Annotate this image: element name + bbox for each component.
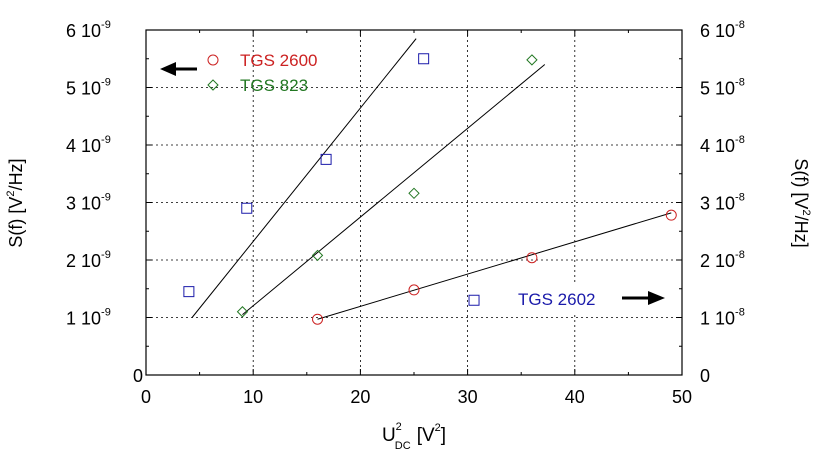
right-arrow-icon [622,291,665,305]
y-tick-label-right: 5 10-8 [700,77,745,99]
y-tick-label-right: 1 10-8 [700,307,745,329]
legend-label-tgs-2600: TGS 2600 [240,51,318,70]
y-tick-label-right: 6 10-8 [700,19,745,41]
fit-line-tgs-2602 [191,38,417,318]
fit-line-tgs-2600 [317,212,672,320]
y-tick-label-right: 3 10-8 [700,192,745,214]
x-tick-label: 50 [672,387,692,407]
y-axis-label-right: S(f) [V2/Hz] [791,158,812,247]
point-tgs-2600 [526,252,538,264]
left-tick-labels: 0 1 10-9 2 10-9 3 10-9 4 10-9 5 10-9 6 10-9 [66,19,143,386]
y-tick-label-left: 3 10-9 [66,192,111,214]
point-tgs-2602 [468,294,480,306]
x-tick-labels: 0 10 20 30 40 50 [141,387,692,407]
legend-marker-tgs-2600 [207,54,219,66]
annotation-tgs-2602: TGS 2602 [518,290,596,309]
y-tick-label-right: 2 10-8 [700,249,745,271]
axis-ticks [145,29,683,376]
legend-marker-tgs-823 [207,79,219,91]
y-tick-label-left: 5 10-9 [66,77,111,99]
point-tgs-2600 [312,313,324,325]
point-tgs-823 [408,187,420,200]
data-markers [183,53,677,325]
left-arrow-icon [160,62,197,76]
y-tick-label-left: 6 10-9 [66,19,111,41]
y-tick-label-left: 2 10-9 [66,249,111,271]
x-tick-label: 30 [458,387,478,407]
point-tgs-2602 [183,286,195,298]
x-tick-label: 40 [565,387,585,407]
fit-lines [191,38,672,320]
point-tgs-823 [526,54,538,66]
y-tick-label-left: 4 10-9 [66,134,111,156]
grid-lines [146,30,682,375]
point-tgs-2600 [665,209,677,221]
x-tick-label: 20 [350,387,370,407]
legend: TGS 2600 TGS 823 [160,51,318,95]
y-tick-label-left: 0 [133,366,143,386]
x-tick-label: 0 [141,387,151,407]
x-axis-label: U2 DC [V2] [382,421,446,452]
y-tick-label-right: 0 [700,366,710,386]
y-tick-label-right: 4 10-8 [700,134,745,156]
point-tgs-2600 [408,284,420,296]
point-tgs-2602 [418,53,430,65]
y-tick-label-left: 1 10-9 [66,307,111,329]
point-tgs-823 [311,249,324,262]
point-tgs-2602 [241,202,253,214]
point-tgs-823 [236,306,249,318]
y-axis-label-left: S(f) [V2/Hz] [5,158,26,247]
annotation-background [512,285,620,313]
legend-label-tgs-823: TGS 823 [240,76,308,95]
fit-line-tgs-823 [242,64,546,316]
x-tick-label: 10 [243,387,263,407]
right-tick-labels: 0 1 10-8 2 10-8 3 10-8 4 10-8 5 10-8 6 10-8 [700,19,745,386]
point-tgs-2602 [320,153,332,165]
